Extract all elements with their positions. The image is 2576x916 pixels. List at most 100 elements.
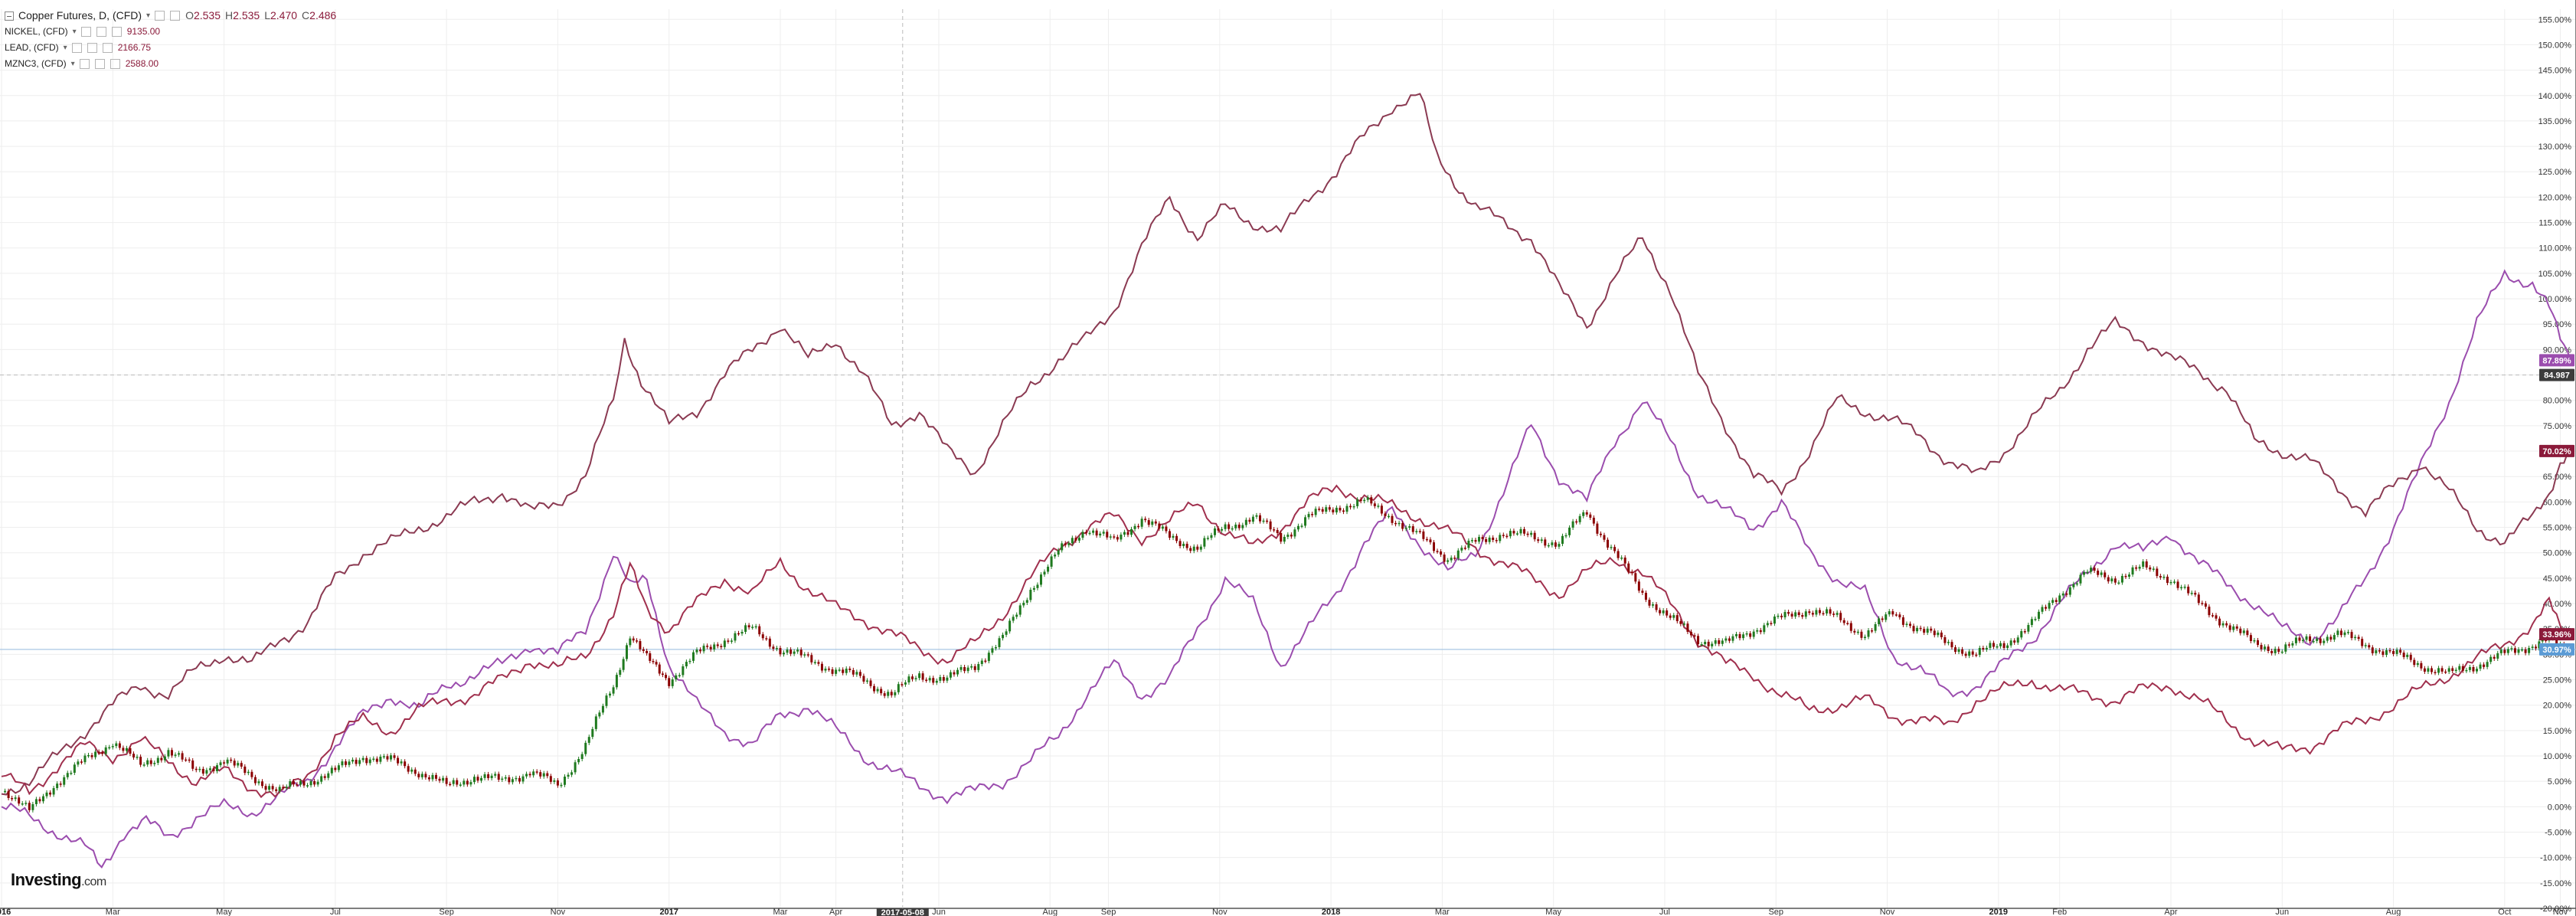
candle-body: [1266, 520, 1269, 522]
x-tick-label: Mar: [773, 908, 787, 916]
candle-body: [2434, 672, 2437, 673]
candle-body: [2002, 643, 2006, 648]
settings-icon[interactable]: [96, 27, 106, 37]
candle-body: [219, 762, 222, 766]
candle-body: [2354, 636, 2357, 639]
legend-row-nickel[interactable]: NICKEL, (CFD) ▾ 9135.00: [5, 24, 336, 40]
candle-body: [2503, 649, 2506, 653]
settings-icon[interactable]: [170, 11, 181, 21]
x-tick-label: Nov: [1880, 908, 1895, 916]
candle-body: [2427, 668, 2430, 672]
candle-body: [1826, 609, 1829, 614]
candle-body: [1905, 623, 1908, 625]
candle-body: [4, 790, 7, 793]
dropdown-caret-icon[interactable]: ▾: [72, 28, 77, 36]
candle-body: [2156, 568, 2159, 577]
x-tick-label: 2018: [1322, 908, 1340, 916]
series-line-lead: [1, 93, 2572, 796]
candle-body: [542, 773, 545, 777]
candle-body: [442, 777, 445, 781]
candle-body: [845, 669, 848, 673]
close-icon[interactable]: [110, 59, 120, 69]
candle-body: [2347, 632, 2350, 633]
settings-icon[interactable]: [94, 59, 105, 69]
candle-body: [1478, 537, 1481, 542]
candle-body: [2440, 668, 2444, 672]
candle-body: [1530, 532, 1533, 535]
candle-body: [1564, 535, 1568, 537]
candle-body: [508, 777, 511, 783]
candle-body: [404, 761, 407, 767]
candle-body: [348, 761, 351, 765]
y-tick-label: 155.00%: [2538, 15, 2572, 25]
value-badge: [2539, 628, 2574, 641]
candle-body: [160, 757, 163, 761]
candle-body: [848, 669, 852, 670]
candle-body: [2120, 575, 2123, 583]
candle-body: [501, 778, 504, 780]
candle-body: [2107, 577, 2110, 582]
candle-body: [1039, 574, 1042, 585]
candle-body: [963, 666, 966, 672]
y-tick-label: 110.00%: [2538, 244, 2571, 254]
candle-body: [939, 677, 942, 681]
candle-body: [1832, 613, 1836, 615]
legend-row-lead[interactable]: LEAD, (CFD) ▾ 2166.75: [5, 40, 336, 56]
candle-body: [1996, 646, 1999, 648]
dropdown-caret-icon[interactable]: ▾: [70, 60, 75, 68]
candle-body: [2294, 637, 2297, 643]
candle-body: [1168, 531, 1171, 538]
eye-icon[interactable]: [71, 43, 82, 53]
candle-body: [1679, 621, 1682, 624]
candle-body: [132, 754, 136, 758]
y-tick-label: 45.00%: [2543, 574, 2572, 584]
value-badge: [2539, 354, 2574, 367]
candle-body: [1957, 649, 1960, 653]
candle-body: [907, 676, 910, 683]
candle-body: [1571, 521, 1574, 528]
candle-body: [737, 633, 740, 635]
candle-body: [1829, 609, 1832, 614]
legend-main-row[interactable]: Copper Futures, D, (CFD) ▾ O2.535 H2.535…: [5, 8, 336, 24]
candle-body: [94, 751, 97, 757]
candle-body: [1620, 558, 1623, 559]
dropdown-caret-icon[interactable]: ▾: [63, 44, 67, 52]
candle-body: [2239, 628, 2242, 633]
candle-body: [2368, 645, 2371, 648]
x-tick-label: Jul: [1659, 908, 1670, 916]
candle-body: [1978, 648, 1981, 656]
candle-body: [580, 754, 584, 760]
candle-body: [1258, 515, 1261, 522]
candle-body: [1613, 547, 1617, 551]
candle-body: [2235, 626, 2238, 629]
candle-body: [642, 649, 645, 651]
settings-icon[interactable]: [87, 43, 97, 53]
legend-series-value: 9135.00: [126, 26, 161, 37]
candle-body: [2479, 664, 2482, 669]
eye-icon[interactable]: [80, 27, 91, 37]
candle-body: [987, 653, 990, 662]
candle-body: [880, 689, 883, 694]
candle-body: [574, 762, 577, 773]
candle-body: [497, 774, 500, 780]
close-icon[interactable]: [111, 27, 122, 37]
candle-body: [1099, 533, 1102, 536]
candle-body: [1339, 507, 1342, 511]
candle-body: [2499, 649, 2502, 653]
eye-icon[interactable]: [79, 59, 90, 69]
candle-body: [382, 756, 385, 757]
candle-body: [1307, 514, 1310, 518]
investing-logo[interactable]: Investing.com: [11, 870, 106, 890]
candle-body: [2061, 593, 2064, 596]
legend-row-zinc[interactable]: MZNC3, (CFD) ▾ 2588.00: [5, 56, 336, 72]
eye-icon[interactable]: [155, 11, 165, 21]
close-icon[interactable]: [102, 43, 113, 53]
dropdown-caret-icon[interactable]: ▾: [146, 11, 151, 20]
collapse-icon[interactable]: [5, 11, 14, 21]
candle-body: [1234, 524, 1237, 528]
candle-body: [1568, 527, 1571, 535]
x-tick-label: Aug: [1042, 908, 1058, 916]
candle-body: [205, 770, 208, 774]
